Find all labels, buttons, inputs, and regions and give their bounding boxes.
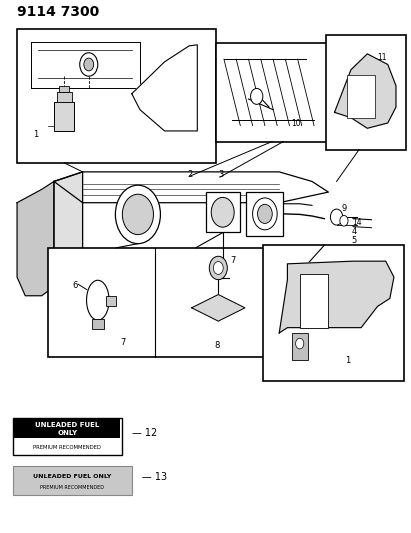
Bar (206, 192, 240, 232)
Bar (14, 419, 120, 439)
Circle shape (80, 53, 98, 76)
Polygon shape (54, 172, 328, 203)
Text: 2: 2 (187, 170, 193, 179)
Bar (59, 86, 69, 92)
Circle shape (122, 194, 153, 235)
Bar (263, 245, 404, 381)
Text: ONLY: ONLY (57, 430, 77, 436)
Circle shape (115, 185, 160, 244)
Circle shape (213, 262, 223, 274)
Circle shape (296, 338, 304, 349)
Bar (54, 102, 74, 131)
Text: — 13: — 13 (142, 472, 167, 482)
Text: 7: 7 (120, 338, 126, 348)
Text: UNLEADED FUEL ONLY: UNLEADED FUEL ONLY (33, 474, 111, 479)
Circle shape (330, 209, 343, 225)
Text: UNLEADED FUEL: UNLEADED FUEL (35, 423, 99, 429)
Circle shape (211, 197, 234, 227)
Bar (17, 29, 216, 163)
Bar (57, 92, 72, 102)
Text: — 12: — 12 (132, 427, 157, 438)
Text: 10: 10 (291, 119, 301, 128)
Circle shape (251, 88, 263, 104)
Text: 1: 1 (345, 356, 350, 365)
Polygon shape (132, 45, 197, 131)
Polygon shape (335, 54, 396, 128)
Bar (92, 319, 104, 329)
Text: PREMIUM RECOMMENDED: PREMIUM RECOMMENDED (40, 485, 104, 490)
Bar (106, 296, 116, 305)
Text: 11: 11 (378, 53, 387, 62)
Text: 6: 6 (72, 281, 78, 290)
Circle shape (258, 204, 272, 223)
Polygon shape (279, 261, 394, 333)
Polygon shape (192, 295, 245, 321)
Bar (216, 43, 328, 142)
Text: 9114 7300: 9114 7300 (17, 5, 99, 19)
Circle shape (84, 58, 94, 71)
Circle shape (340, 215, 348, 226)
Text: 14: 14 (352, 217, 361, 227)
Text: 8: 8 (214, 342, 219, 351)
Bar (347, 75, 376, 118)
Text: 5: 5 (352, 236, 357, 245)
Bar (247, 192, 283, 236)
Polygon shape (54, 278, 312, 298)
Bar (300, 274, 328, 328)
Bar (13, 418, 122, 455)
Bar (13, 466, 132, 495)
Text: 3: 3 (219, 170, 224, 179)
Bar (291, 333, 308, 360)
Text: 9: 9 (342, 204, 347, 213)
Polygon shape (54, 172, 83, 287)
Text: 1: 1 (33, 130, 39, 139)
Ellipse shape (87, 280, 109, 320)
Text: PREMIUM RECOMMENDED: PREMIUM RECOMMENDED (33, 445, 101, 449)
Bar (326, 35, 406, 150)
Text: 7: 7 (231, 256, 236, 265)
Bar (48, 248, 275, 357)
Text: 4: 4 (352, 227, 357, 236)
Circle shape (253, 198, 277, 230)
Circle shape (209, 256, 227, 280)
Polygon shape (17, 181, 54, 296)
